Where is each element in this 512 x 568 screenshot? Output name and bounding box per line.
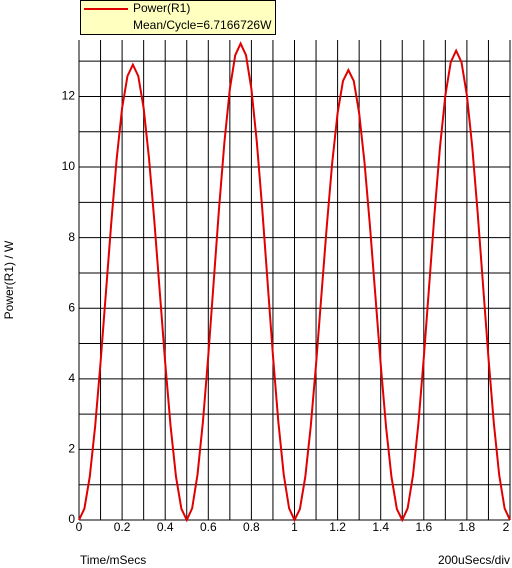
line (78, 41, 511, 523)
y-tick-label: 10 (62, 159, 76, 173)
x-axis-label: Time/mSecs (80, 553, 146, 567)
y-axis-label: Power(R1) / W (2, 240, 16, 319)
x-tick-label: 1 (291, 520, 298, 534)
y-tick-label: 12 (62, 89, 76, 103)
y-tick-label: 4 (68, 371, 75, 385)
legend-label: Power(R1) (133, 1, 190, 15)
x-tick-label: 1.6 (415, 520, 432, 534)
x-tick-label: 0.8 (243, 520, 260, 534)
x-tick-label: 0.6 (200, 520, 217, 534)
x-tick-label: 0 (76, 520, 83, 534)
y-tick-label: 8 (68, 230, 75, 244)
x-scale-label: 200uSecs/div (438, 553, 510, 567)
x-tick-label: 1.8 (459, 520, 476, 534)
x-tick-label: 1.4 (372, 520, 389, 534)
y-tick-label: 0 (68, 512, 75, 526)
legend-note: Mean/Cycle=6.7166726W (133, 18, 272, 32)
x-tick-label: 1.2 (329, 520, 346, 534)
x-tick-label: 0.2 (114, 520, 131, 534)
legend-box (80, 0, 276, 35)
x-tick-label: 0.4 (157, 520, 174, 534)
y-tick-label: 2 (68, 442, 75, 456)
y-tick-label: 6 (68, 300, 75, 314)
x-tick-label: 2 (503, 520, 510, 534)
